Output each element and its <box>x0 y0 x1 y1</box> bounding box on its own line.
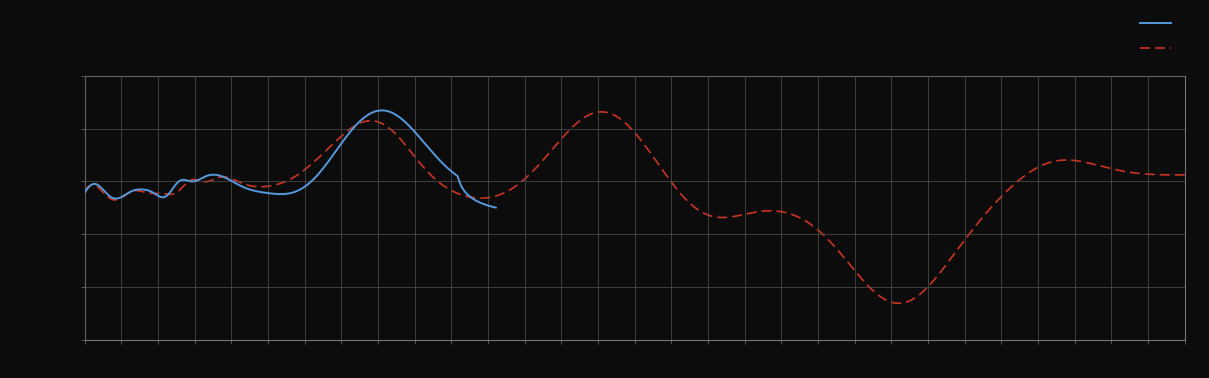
Legend: , : , <box>1140 16 1178 56</box>
